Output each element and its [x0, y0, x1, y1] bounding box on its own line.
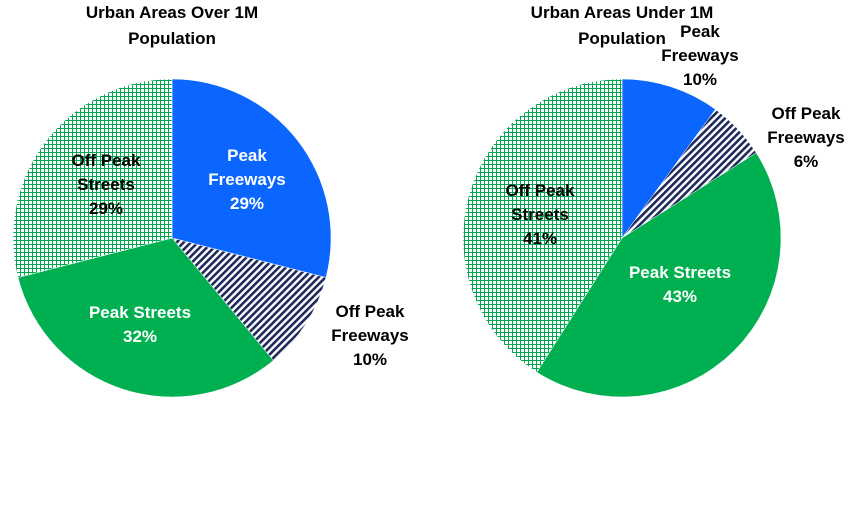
slice-label: Off Peak Streets 41%	[485, 179, 595, 251]
slice-label: Peak Streets 32%	[85, 301, 195, 349]
slice-value: 29%	[88, 199, 124, 218]
slice-name: Off Peak Streets	[71, 151, 141, 194]
pie-slice	[12, 78, 173, 278]
slice-value: 29%	[229, 194, 265, 213]
slice-label: Off Peak Freeways 6%	[751, 102, 855, 174]
slice-label: Peak Freeways 10%	[645, 20, 755, 92]
chart-title: Urban Areas Under 1M Population	[502, 0, 742, 52]
chart-title-text: Urban Areas Over 1M Population	[85, 3, 259, 48]
slice-label: Off Peak Streets 29%	[51, 149, 161, 221]
pie-slice	[621, 78, 716, 239]
slice-value: 10%	[682, 70, 718, 89]
slice-name: Peak Streets	[628, 263, 732, 282]
pie-slice	[171, 78, 332, 278]
slice-label: Peak Freeways 29%	[192, 144, 302, 216]
slice-name: Peak Freeways	[661, 22, 739, 65]
slice-value: 6%	[793, 152, 819, 171]
slice-name: Peak Streets	[88, 303, 192, 322]
slice-value: 41%	[522, 229, 558, 248]
chart-title: Urban Areas Over 1M Population	[52, 0, 292, 52]
slice-name: Peak Freeways	[208, 146, 286, 189]
pie-slice	[171, 237, 327, 361]
slice-name: Off Peak Freeways	[331, 302, 409, 345]
slice-name: Off Peak Freeways	[767, 104, 845, 147]
pie-slice	[17, 237, 274, 398]
slice-name: Off Peak Streets	[505, 181, 575, 224]
chart-title-text: Urban Areas Under 1M Population	[530, 3, 714, 48]
slice-value: 43%	[662, 287, 698, 306]
slice-value: 10%	[352, 350, 388, 369]
pie-slice	[536, 152, 782, 398]
slice-value: 32%	[122, 327, 158, 346]
slice-label: Peak Streets 43%	[625, 261, 735, 309]
slice-label: Off Peak Freeways 10%	[315, 300, 425, 372]
pie-slice	[462, 78, 623, 373]
